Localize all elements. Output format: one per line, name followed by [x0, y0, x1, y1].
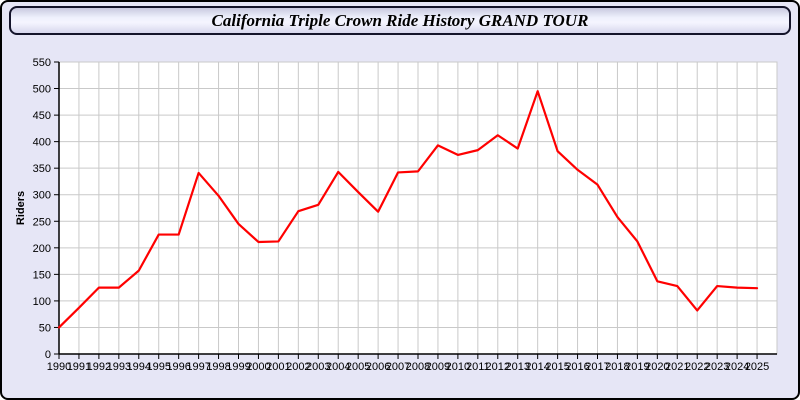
x-tick-label: 1992: [87, 361, 111, 373]
x-tick-label: 1995: [146, 361, 170, 373]
x-tick-label: 1994: [127, 361, 151, 373]
x-tick-label: 2012: [486, 361, 510, 373]
x-tick-label: 2023: [705, 361, 729, 373]
x-tick-label: 2025: [745, 361, 769, 373]
y-tick-label: 100: [33, 296, 51, 308]
y-tick-label: 150: [33, 269, 51, 281]
x-tick-label: 2022: [685, 361, 709, 373]
y-tick-label: 350: [33, 163, 51, 175]
chart-title: California Triple Crown Ride History GRA…: [211, 10, 589, 30]
x-tick-label: 2013: [505, 361, 529, 373]
x-tick-label: 2006: [366, 361, 390, 373]
y-tick-label: 550: [33, 57, 51, 69]
y-tick-label: 50: [39, 322, 51, 334]
x-tick-label: 2005: [346, 361, 370, 373]
x-tick-label: 1999: [226, 361, 250, 373]
x-tick-label: 2001: [266, 361, 290, 373]
y-axis-title: Riders: [15, 191, 27, 225]
x-tick-label: 2021: [665, 361, 689, 373]
x-tick-label: 2017: [585, 361, 609, 373]
x-tick-label: 2010: [446, 361, 470, 373]
y-tick-label: 250: [33, 216, 51, 228]
x-tick-label: 2018: [605, 361, 629, 373]
x-tick-label: 1993: [107, 361, 131, 373]
y-tick-label: 450: [33, 110, 51, 122]
x-tick-label: 2016: [565, 361, 589, 373]
x-tick-label: 1998: [206, 361, 230, 373]
y-tick-label: 200: [33, 243, 51, 255]
x-tick-label: 2014: [525, 361, 549, 373]
x-tick-label: 2019: [625, 361, 649, 373]
x-tick-label: 1997: [186, 361, 210, 373]
x-tick-label: 2003: [306, 361, 330, 373]
y-tick-label: 400: [33, 137, 51, 149]
y-tick-label: 0: [45, 349, 51, 361]
x-tick-label: 1996: [166, 361, 190, 373]
y-tick-label: 500: [33, 84, 51, 96]
chart-title-bar: California Triple Crown Ride History GRA…: [9, 6, 791, 35]
x-tick-label: 2004: [326, 361, 350, 373]
x-tick-label: 2002: [286, 361, 310, 373]
x-tick-label: 1990: [47, 361, 71, 373]
x-tick-label: 2000: [246, 361, 270, 373]
x-tick-label: 1991: [67, 361, 91, 373]
x-tick-label: 2008: [406, 361, 430, 373]
riders-line: [57, 90, 759, 329]
x-tick-label: 2020: [645, 361, 669, 373]
x-tick-label: 2009: [426, 361, 450, 373]
x-tick-label: 2011: [466, 361, 490, 373]
y-tick-label: 300: [33, 190, 51, 202]
x-tick-label: 2007: [386, 361, 410, 373]
x-tick-label: 2015: [545, 361, 569, 373]
x-tick-label: 2024: [725, 361, 749, 373]
